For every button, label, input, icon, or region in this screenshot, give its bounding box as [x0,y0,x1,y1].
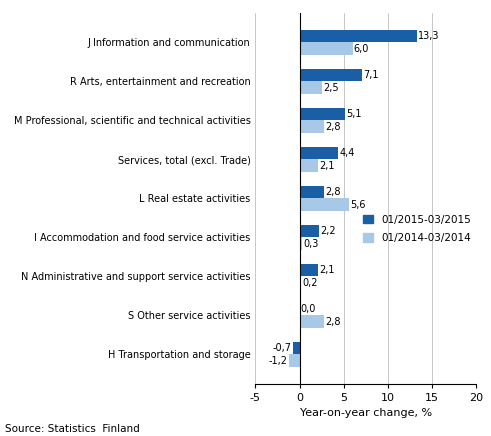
Bar [300,160,318,172]
Bar [300,108,345,120]
Bar [300,69,362,82]
Text: -0,7: -0,7 [273,343,292,353]
Text: 2,5: 2,5 [323,82,339,92]
Bar [300,186,324,198]
Text: 0,2: 0,2 [302,278,318,288]
X-axis label: Year-on-year change, %: Year-on-year change, % [300,408,432,418]
Bar [300,120,324,133]
Bar [300,147,338,160]
Text: 7,1: 7,1 [363,70,379,80]
Bar [300,198,349,211]
Text: 2,1: 2,1 [319,160,335,170]
Bar [289,354,300,367]
Text: 4,4: 4,4 [340,148,355,158]
Text: 2,8: 2,8 [326,122,341,132]
Text: 5,6: 5,6 [350,200,366,210]
Bar [300,82,322,94]
Text: 2,1: 2,1 [319,265,335,275]
Text: 6,0: 6,0 [354,44,369,54]
Text: 2,2: 2,2 [320,226,336,236]
Bar [300,276,301,289]
Bar [293,342,300,354]
Text: Source: Statistics  Finland: Source: Statistics Finland [5,424,139,434]
Bar [300,315,324,328]
Text: 0,3: 0,3 [303,238,319,249]
Text: 5,1: 5,1 [346,109,361,119]
Bar [300,42,353,55]
Legend: 01/2015-03/2015, 01/2014-03/2014: 01/2015-03/2015, 01/2014-03/2014 [362,215,471,243]
Text: 2,8: 2,8 [326,317,341,327]
Text: 13,3: 13,3 [418,31,440,41]
Bar [300,225,319,237]
Text: 0,0: 0,0 [301,304,316,314]
Bar [300,264,318,276]
Bar [300,237,302,250]
Text: 2,8: 2,8 [326,187,341,197]
Text: -1,2: -1,2 [269,356,288,366]
Bar [300,30,417,42]
